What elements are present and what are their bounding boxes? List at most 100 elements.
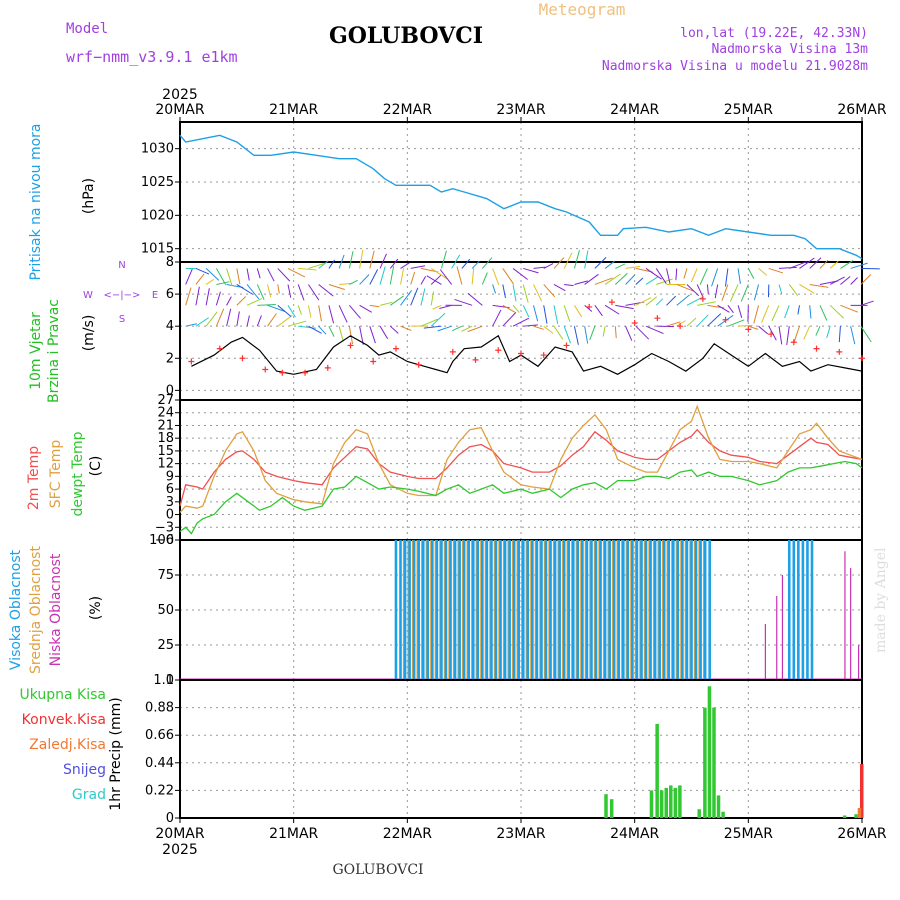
wind-arrow [533,325,544,330]
wind-arrow [850,277,858,285]
gust-marker [631,319,638,326]
wind-arrow [338,326,344,342]
wind-arrow [803,325,811,340]
wind-arrow [635,325,650,340]
wind-arrow [348,251,354,269]
wind-arrow [645,276,658,285]
y-tick-label: 75 [157,568,174,583]
wind-arrow [328,325,335,337]
y-tick-label: −6 [155,533,174,548]
y-tick-label: 24 [157,406,174,421]
wind-arrow [277,304,292,317]
wind-arrow [257,303,276,306]
wind-arrow [205,288,210,306]
wind-arrow [768,267,784,274]
wind-arrow [724,268,729,287]
wind-arrow [471,267,475,285]
wind-arrow [481,272,488,285]
wind-arrow [287,320,307,327]
wind-arrow [789,261,808,269]
wind-arrow [400,262,410,269]
wind-arrow [778,326,783,345]
wind-arrow [748,325,759,330]
wind-arrow [809,257,822,269]
wind-arrow [809,283,829,288]
wind-arrow [721,284,729,301]
precip-legend-1: Konvek.Kisa [22,712,106,728]
wind-arrow [699,268,708,285]
wind-arrow [656,278,673,285]
wind-arrow [860,274,872,285]
wind-arrow [308,284,320,301]
gust-marker [347,342,354,349]
wind-arrow [840,304,859,313]
wind-arrow [815,325,821,336]
gust-marker [449,348,456,355]
precip-bar [854,814,858,818]
wind-arrow [826,326,831,339]
wind-arrow [727,319,745,327]
wind-arrow [573,250,580,269]
wind-arrow [553,305,559,324]
wind-arrow [328,283,345,291]
precip-bar [673,787,678,818]
wind-arrow [379,325,389,340]
wind-arrow [400,325,412,331]
wind-arrow [523,267,539,274]
wind-arrow [512,317,530,327]
wind-arrow [707,313,722,327]
wind-arrow [423,325,442,329]
top-x-tick-label: 25MAR [724,102,773,118]
wind-arrow [543,284,556,298]
wind-arrow [793,326,800,343]
compass-arrows: <−|−> [104,290,141,301]
wind-arrow [625,274,635,285]
y-tick-label: 25 [157,638,174,653]
wind-arrow [563,305,571,322]
precip-bar [664,787,668,818]
wind-arrow [287,305,296,318]
wind-arrow [604,304,620,315]
wind-arrow [297,284,305,301]
gust-marker [813,345,820,352]
wind-arrow [717,304,730,313]
wind-arrow [696,314,709,327]
cloud-high-axis-label: Visoka Oblacnost [8,549,24,670]
wind-arrow [602,326,606,337]
wind-arrow [451,254,461,269]
wind-arrow [604,260,615,269]
wind-arrow [860,300,874,306]
panel-3: 0 25 50 75 100 [149,533,863,688]
wind-arrow [420,276,427,285]
wind-arrow [860,325,872,343]
wind-arrow [635,277,644,285]
wind-arrow [226,268,233,287]
wind-arrow [454,298,473,306]
y-tick-label: 0.44 [145,756,174,771]
pressure-line [179,134,863,260]
temp-line-1 [179,404,863,513]
y-tick-label: 18 [157,431,174,446]
wind-arrow [389,266,395,285]
gust-marker [563,342,570,349]
gust-marker [239,355,246,362]
y-tick-label: 12 [157,457,174,472]
wind-arrow [439,269,453,285]
wind-arrow [502,304,516,313]
wind-arrow [359,326,364,345]
wind-arrow [437,325,452,332]
wind-arrow [860,267,880,270]
wind-arrow [461,325,473,332]
wind-arrow [727,305,734,314]
top-year-label: 2025 [162,87,198,103]
wind-arrow [277,268,291,282]
gust-marker [392,345,399,352]
wind-arrow [359,304,372,313]
wind-arrow [635,297,652,306]
wind-arrow [788,284,799,296]
wind-arrow [758,268,768,276]
precip-axis-label: 1hr Precip (mm) [108,697,124,810]
model-label: Model [66,21,108,37]
wind-arrow [522,284,529,303]
